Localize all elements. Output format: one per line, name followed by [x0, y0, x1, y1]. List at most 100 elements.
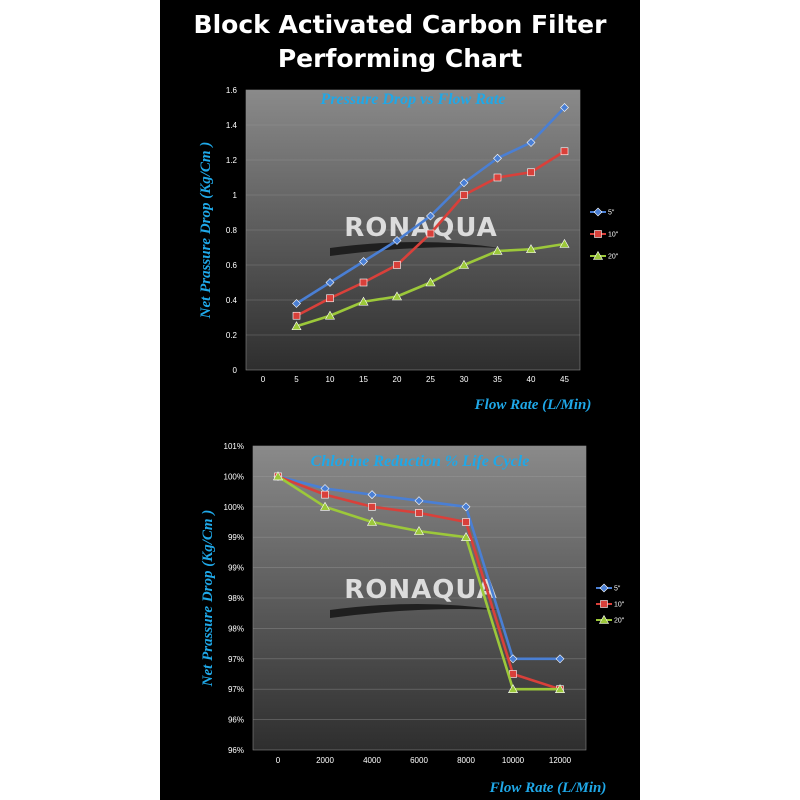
- chart-title: Chlorine Reduction % Life Cycle: [311, 453, 530, 470]
- y-tick-label: 0.8: [226, 226, 238, 235]
- legend-entry: 10": [596, 600, 625, 609]
- legend-marker: [600, 600, 608, 608]
- page-title: Block Activated Carbon Filter Performing…: [160, 8, 640, 76]
- legend-marker: [598, 614, 610, 624]
- y-tick-label: 96%: [228, 746, 244, 755]
- y-tick-label: 101%: [224, 442, 244, 451]
- legend-label: 20": [614, 618, 625, 625]
- x-tick-label: 40: [527, 375, 536, 384]
- data-point: [525, 244, 537, 254]
- x-tick-label: 5: [294, 375, 299, 384]
- data-point: [460, 532, 472, 542]
- data-point: [367, 490, 377, 500]
- legend-label: 20": [608, 254, 619, 261]
- data-point: [321, 490, 329, 499]
- x-tick-label: 25: [426, 375, 435, 384]
- y-tick-label: 99%: [228, 564, 244, 573]
- watermark-text: RONAQUA: [344, 213, 498, 243]
- data-point: [393, 261, 401, 269]
- series-2: [292, 147, 569, 320]
- x-tick-label: 10: [326, 375, 335, 384]
- data-point: [292, 299, 301, 308]
- data-point: [459, 178, 469, 188]
- data-point: [426, 229, 435, 238]
- legend-entry: 20": [596, 614, 625, 625]
- data-point: [392, 236, 402, 245]
- y-tick-label: 97%: [228, 655, 244, 664]
- legend-entry: 5": [596, 583, 621, 593]
- y-tick-label: 0.6: [226, 261, 238, 270]
- legend-label: 10": [614, 602, 625, 609]
- watermark-swoosh: [330, 242, 500, 256]
- y-tick-label: 1.2: [226, 156, 238, 165]
- y-tick-label: 96%: [228, 716, 244, 725]
- chart-1: 0 0.2 0.4 0.6 0.8 1 1.2 1.4 1.6 0 5 10 15 20 25 30 35 40 4…: [198, 86, 619, 413]
- x-tick-label: 8000: [457, 756, 475, 765]
- data-point: [368, 502, 376, 511]
- watermark-text: RONAQUA: [344, 575, 498, 605]
- y-tick-label: 100%: [224, 472, 244, 481]
- data-point: [493, 173, 502, 182]
- data-point: [526, 138, 536, 147]
- legend-label: 10": [608, 232, 619, 239]
- legend-label: 5": [608, 210, 615, 217]
- data-point: [461, 502, 471, 512]
- data-point: [507, 684, 519, 694]
- legend-entry: 5": [590, 207, 615, 217]
- x-tick-label: 0: [276, 756, 281, 765]
- data-point: [359, 257, 368, 266]
- legend-entry: 10": [590, 230, 619, 239]
- x-tick-label: 30: [460, 375, 469, 384]
- x-tick-label: 6000: [410, 756, 428, 765]
- data-point: [324, 310, 336, 320]
- series-1: [292, 103, 569, 308]
- data-point: [413, 526, 425, 535]
- x-axis-label: Flow Rate (L/Min): [474, 397, 592, 413]
- data-point: [527, 168, 535, 177]
- x-tick-label: 45: [560, 375, 569, 384]
- data-point: [358, 296, 369, 306]
- y-tick-label: 1.6: [226, 86, 238, 95]
- data-point: [359, 278, 368, 287]
- data-point: [426, 211, 435, 221]
- data-point: [325, 278, 335, 287]
- data-point: [492, 245, 503, 255]
- y-tick-label: 98%: [228, 594, 244, 603]
- data-point: [458, 259, 470, 269]
- data-point: [319, 501, 331, 511]
- y-tick-label: 0: [233, 366, 238, 375]
- x-tick-label: 20: [393, 375, 402, 384]
- data-point: [508, 654, 518, 664]
- y-tick-label: 0.4: [226, 296, 238, 305]
- data-point: [555, 654, 565, 664]
- y-tick-label: 0.2: [226, 331, 238, 340]
- legend-marker: [599, 583, 609, 593]
- y-tick-label: 100%: [224, 503, 244, 512]
- series-3: [272, 471, 566, 694]
- legend-marker: [594, 230, 602, 238]
- data-point: [414, 496, 424, 506]
- chart-title: Pressure Drop vs Flow Rate: [320, 91, 506, 108]
- x-tick-label: 2000: [316, 756, 334, 765]
- series-3: [291, 238, 570, 331]
- data-point: [460, 191, 468, 199]
- data-point: [560, 147, 569, 156]
- data-point: [560, 103, 569, 112]
- x-tick-label: 15: [359, 375, 368, 384]
- data-point: [291, 321, 302, 331]
- legend-marker: [593, 207, 603, 217]
- page-title-line1: Block Activated Carbon Filter: [193, 10, 607, 39]
- data-point: [391, 291, 403, 301]
- x-tick-label: 12000: [549, 756, 572, 765]
- y-tick-label: 97%: [228, 685, 244, 694]
- data-point: [554, 684, 566, 694]
- y-axis-label: Net Prassure Drop (Kg/Cm ): [200, 510, 216, 688]
- data-point: [425, 277, 436, 287]
- x-tick-label: 0: [261, 375, 266, 384]
- data-point: [509, 670, 517, 678]
- y-tick-label: 1.4: [226, 121, 238, 130]
- y-tick-label: 99%: [228, 533, 244, 542]
- y-tick-label: 98%: [228, 624, 244, 633]
- legend-label: 5": [614, 586, 621, 593]
